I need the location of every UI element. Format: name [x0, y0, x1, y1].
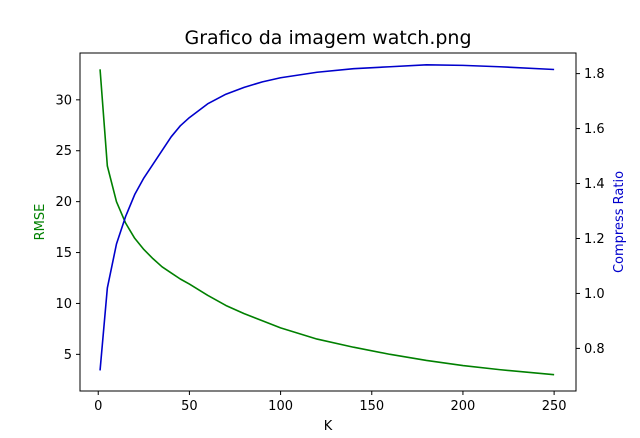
plot-frame — [79, 52, 577, 392]
x-axis-label: K — [324, 419, 333, 434]
right-y-tick-label: 1.4 — [584, 177, 605, 192]
x-tick-label: 0 — [94, 399, 102, 414]
x-tick-label: 150 — [359, 399, 384, 414]
x-tick-label: 50 — [181, 399, 198, 414]
series-layer — [99, 64, 555, 376]
right-y-tick-label: 1.2 — [584, 232, 605, 247]
x-tick-label: 100 — [268, 399, 293, 414]
left-y-tick-label: 25 — [55, 144, 72, 159]
left-y-tick-label: 20 — [55, 195, 72, 210]
x-tick-label: 250 — [542, 399, 567, 414]
right-y-tick-label: 1.0 — [584, 287, 605, 302]
rmse-series-line — [99, 69, 555, 376]
compress-ratio-series-line — [99, 64, 555, 371]
right-y-axis-label: Compress Ratio — [612, 171, 627, 273]
right-y-tick-label: 0.8 — [584, 342, 605, 357]
left-y-tick-label: 15 — [55, 246, 72, 261]
x-axis-ticks: 0 50 100 150 200 250 — [94, 391, 567, 414]
left-y-tick-label: 5 — [64, 348, 72, 363]
right-y-tick-label: 1.8 — [584, 67, 605, 82]
left-y-axis-ticks: 5 10 15 20 25 30 — [55, 93, 80, 363]
x-tick-label: 200 — [451, 399, 476, 414]
left-y-tick-label: 10 — [55, 297, 72, 312]
right-y-tick-label: 1.6 — [584, 122, 605, 137]
left-y-axis-label: RMSE — [33, 204, 48, 241]
right-y-axis-ticks: 0.8 1.0 1.2 1.4 1.6 1.8 — [576, 67, 605, 357]
left-y-tick-label: 30 — [55, 93, 72, 108]
chart-title: Grafico da imagem watch.png — [184, 27, 471, 49]
